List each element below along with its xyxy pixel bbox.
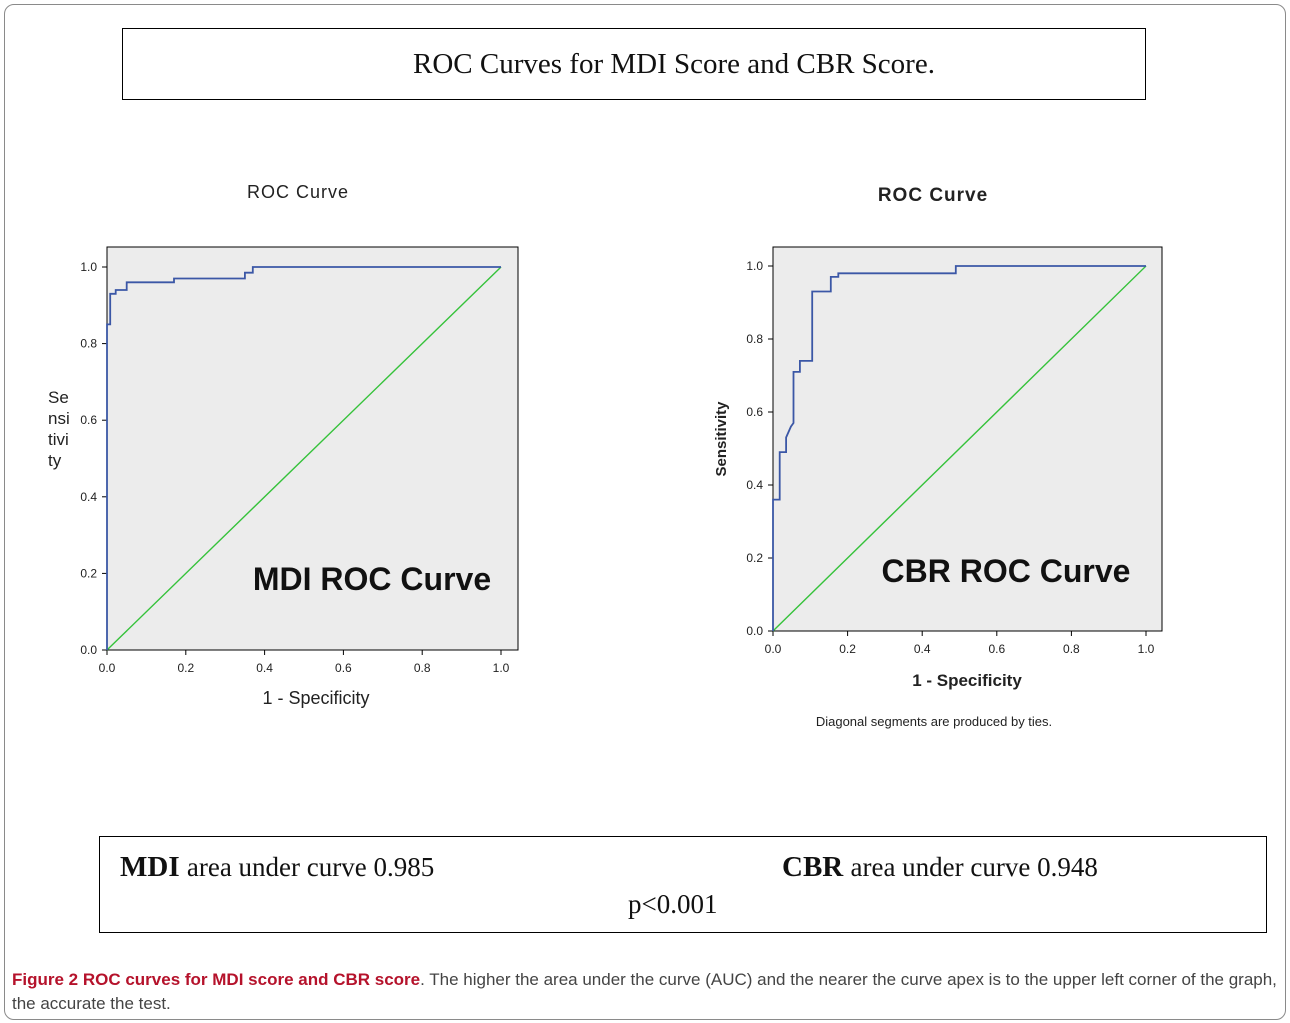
- mdi-auc-text: area under curve 0.985: [186, 852, 435, 882]
- mdi-y-tick-label: 0.2: [80, 566, 97, 580]
- cbr-x-tick-label: 0.6: [988, 642, 1005, 656]
- charts-canvas: ROC Curve 0.0 0.2 0.4 0.6 0.8 1.0 0.0 0.2 0.4 0.6 0…: [48, 182, 1163, 729]
- cbr-chart-note: Diagonal segments are produced by ties.: [816, 714, 1052, 729]
- cbr-x-axis-label: 1 - Specificity: [912, 671, 1022, 690]
- mdi-curve-annotation: MDI ROC Curve: [253, 561, 491, 597]
- auc-summary-box: MDI area under curve 0.985 CBR area unde…: [99, 836, 1267, 933]
- cbr-x-tick-label: 1.0: [1138, 642, 1155, 656]
- mdi-y-axis-label: nsi: [48, 409, 70, 428]
- caption-label: Figure 2 ROC curves for MDI score and CB…: [12, 970, 421, 989]
- cbr-chart-title: ROC Curve: [878, 185, 988, 206]
- cbr-x-tick-label: 0.0: [765, 642, 782, 656]
- cbr-x-tick-label: 0.4: [914, 642, 931, 656]
- mdi-x-tick-label: 0.8: [414, 661, 431, 675]
- mdi-auc-line: MDI area under curve 0.985: [120, 851, 434, 884]
- mdi-x-tick-label: 0.2: [177, 661, 194, 675]
- cbr-curve-annotation: CBR ROC Curve: [882, 553, 1131, 589]
- banner-title: ROC Curves for MDI Score and CBR Score.: [122, 28, 1146, 100]
- mdi-y-tick-label: 1.0: [80, 260, 97, 274]
- mdi-y-tick-label: 0.4: [80, 490, 97, 504]
- cbr-y-tick-label: 0.4: [746, 478, 763, 492]
- cbr-y-tick-label: 0.0: [746, 624, 763, 638]
- cbr-roc-curve: [772, 265, 1146, 631]
- cbr-y-tick-label: 1.0: [746, 259, 763, 273]
- mdi-y-tick-label: 0.8: [80, 337, 97, 351]
- cbr-y-tick-label: 0.2: [746, 551, 763, 565]
- cbr-auc-line: CBR area under curve 0.948: [782, 851, 1098, 884]
- p-value: p<0.001: [628, 889, 718, 919]
- cbr-reference-line: [772, 265, 1147, 632]
- cbr-y-axis-label: Sensitivity: [713, 401, 730, 477]
- cbr-y-tick-label: 0.6: [746, 405, 763, 419]
- cbr-x-tick-label: 0.8: [1063, 642, 1080, 656]
- mdi-x-tick-label: 0.6: [335, 661, 352, 675]
- mdi-y-axis-label: tivi: [48, 430, 69, 449]
- figure-frame: [4, 4, 1286, 1020]
- cbr-auc-text: area under curve 0.948: [850, 852, 1098, 882]
- mdi-y-tick-label: 0.6: [80, 413, 97, 427]
- mdi-x-axis-label: 1 - Specificity: [262, 688, 369, 708]
- cbr-auc-label: CBR: [782, 851, 844, 883]
- mdi-roc-curve: [106, 266, 501, 650]
- mdi-y-axis-label: ty: [48, 451, 62, 470]
- figure-caption: Figure 2 ROC curves for MDI score and CB…: [12, 968, 1278, 1016]
- caption-text: . The higher the area under the curve (A…: [12, 970, 1277, 1013]
- mdi-chart-title: ROC Curve: [247, 182, 349, 202]
- mdi-reference-line: [106, 266, 502, 651]
- mdi-x-tick-label: 1.0: [493, 661, 510, 675]
- mdi-x-tick-label: 0.0: [99, 661, 116, 675]
- cbr-y-tick-label: 0.8: [746, 332, 763, 346]
- mdi-auc-label: MDI: [120, 851, 180, 883]
- mdi-y-tick-label: 0.0: [80, 643, 97, 657]
- cbr-x-tick-label: 0.2: [839, 642, 856, 656]
- mdi-y-axis-label: Se: [48, 388, 69, 407]
- mdi-x-tick-label: 0.4: [256, 661, 273, 675]
